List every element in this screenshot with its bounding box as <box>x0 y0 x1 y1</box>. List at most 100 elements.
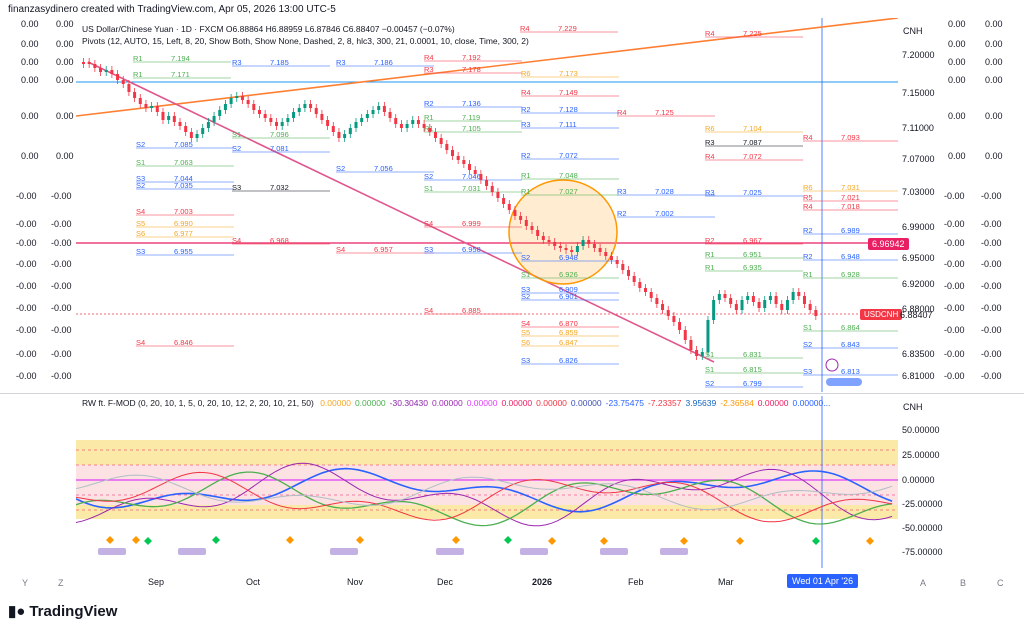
brand-name: TradingView <box>29 603 118 620</box>
pivot-level-label: S4 <box>521 319 530 328</box>
pane-divider[interactable] <box>0 393 1024 394</box>
candle-body <box>468 164 472 170</box>
pivot-value-label: 6.864 <box>841 323 860 332</box>
candle-body <box>104 70 108 72</box>
oscillator-legend[interactable]: RW ft. F-MOD (0, 20, 10, 1, 5, 0, 20, 10… <box>82 398 830 408</box>
oscillator-values: 0.00000 0.00000 -30.30430 0.00000 0.00000 0.0… <box>316 398 830 408</box>
pivot-value-label: 6.826 <box>559 356 578 365</box>
candle-body <box>184 126 188 132</box>
osc-series-line <box>76 471 893 527</box>
candle-body <box>411 120 415 124</box>
candle-body <box>138 98 142 104</box>
time-tick: Oct <box>246 577 261 587</box>
candle-body <box>644 288 648 292</box>
pivots-legend[interactable]: Pivots (12, AUTO, 15, Left, 8, 20, Show … <box>82 36 529 46</box>
bottom-left-z[interactable]: Z <box>58 578 64 588</box>
pivot-level-label: S2 <box>521 253 530 262</box>
pivot-level-label: R4 <box>520 24 530 33</box>
candle-body <box>513 210 517 216</box>
pivot-value-label: 6.989 <box>841 226 860 235</box>
candle-body <box>121 80 125 84</box>
candle-body <box>405 124 409 128</box>
candle-body <box>240 96 244 100</box>
left-value-2: 0.00 <box>21 57 39 67</box>
osc-value: 3.95639 <box>685 398 717 408</box>
pivot-value-label: 6.846 <box>174 338 193 347</box>
candle-body <box>598 248 602 252</box>
pivot-level-label: S4 <box>232 236 241 245</box>
pivot-value-label: 6.977 <box>174 229 193 238</box>
price-tick: 6.81000 <box>902 371 935 381</box>
pivot-level-label: R3 <box>705 138 715 147</box>
candle-body <box>683 330 687 340</box>
crosshair-date-badge: Wed 01 Apr '26 <box>787 574 859 588</box>
osc-diamond-marker <box>736 537 744 545</box>
pivot-value-label: 6.958 <box>462 245 481 254</box>
pivot-value-label: 7.125 <box>655 108 674 117</box>
osc-value: 0.00000 <box>320 398 351 408</box>
price-tick: 7.03000 <box>902 187 935 197</box>
pivot-level-label: R1 <box>133 54 143 63</box>
left-value-12: -0.00 <box>16 325 37 335</box>
left-value-13: -0.00 <box>16 349 37 359</box>
osc-tick: -25.00000 <box>902 499 943 509</box>
pivot-value-label: 6.999 <box>462 219 481 228</box>
pivot-value-label: 7.093 <box>841 133 860 142</box>
candle-body <box>609 256 613 260</box>
candle-body <box>314 108 318 114</box>
price-tick: 6.83500 <box>902 349 935 359</box>
price-chart-canvas[interactable]: R4 7.229 R4 7.225 R1 7.194 R3 7.185 R3 7.186 R4 7.1… <box>76 18 898 392</box>
bottom-left-y[interactable]: Y <box>22 578 29 588</box>
price-tick: 6.88000 <box>902 304 935 314</box>
candle-body <box>700 352 704 356</box>
pivot-level-label: R4 <box>617 108 627 117</box>
left-value-b-0: 0.00 <box>56 19 74 29</box>
pivot-value-label: 6.935 <box>743 263 762 272</box>
pivot-level-label: S2 <box>424 172 433 181</box>
pivot-value-label: 7.081 <box>270 144 289 153</box>
pivot-value-label: 7.105 <box>462 124 481 133</box>
scale-b-button[interactable]: B <box>960 578 967 588</box>
left-value-7: -0.00 <box>16 219 37 229</box>
candle-body <box>768 296 772 300</box>
osc-diamond-marker <box>600 537 608 545</box>
pivot-level-label: R1 <box>424 113 434 122</box>
right-value-0-14: -0.00 <box>944 371 965 381</box>
symbol-legend[interactable]: US Dollar/Chinese Yuan · 1D · FXCM O6.88… <box>82 24 455 34</box>
osc-series-line <box>76 462 893 527</box>
pivot-level-label: S4 <box>336 245 345 254</box>
candle-body <box>649 292 653 298</box>
pivot-value-label: 6.815 <box>743 365 762 374</box>
oscillator-pane[interactable] <box>76 396 898 568</box>
pivot-level-label: R1 <box>521 171 531 180</box>
osc-value: 0.00000 <box>354 398 386 408</box>
left-value-b-11: -0.00 <box>51 303 72 313</box>
time-tick: Dec <box>437 577 454 587</box>
pivot-level-label: R2 <box>705 236 715 245</box>
oscillator-canvas[interactable] <box>76 396 898 568</box>
osc-diamond-marker <box>812 537 820 545</box>
pivot-value-label: 7.044 <box>174 174 193 183</box>
time-tick: Mar <box>718 577 734 587</box>
pivot-level-label: R4 <box>803 202 813 211</box>
osc-value: -30.30430 <box>389 398 428 408</box>
left-value-b-14: -0.00 <box>51 371 72 381</box>
left-value-b-13: -0.00 <box>51 349 72 359</box>
pivot-value-label: 6.967 <box>743 236 762 245</box>
osc-diamond-marker <box>866 537 874 545</box>
candle-body <box>223 104 227 110</box>
right-value-1-14: -0.00 <box>981 371 1002 381</box>
scale-c-button[interactable]: C <box>997 578 1004 588</box>
left-value-11: -0.00 <box>16 303 37 313</box>
osc-series-line <box>76 474 893 510</box>
candle-body <box>212 116 216 122</box>
pivot-level-label: R3 <box>617 187 627 196</box>
auto-scale-button[interactable]: A <box>920 578 927 588</box>
pivot-level-label: R1 <box>521 187 531 196</box>
candle-body <box>485 180 489 186</box>
candle-body <box>717 294 721 300</box>
osc-flag-marker <box>330 548 358 555</box>
pivot-value-label: 7.192 <box>462 53 481 62</box>
right-value-1-8: -0.00 <box>981 238 1002 248</box>
price-chart[interactable]: R4 7.229 R4 7.225 R1 7.194 R3 7.185 R3 7.186 R4 7.1… <box>76 18 898 392</box>
